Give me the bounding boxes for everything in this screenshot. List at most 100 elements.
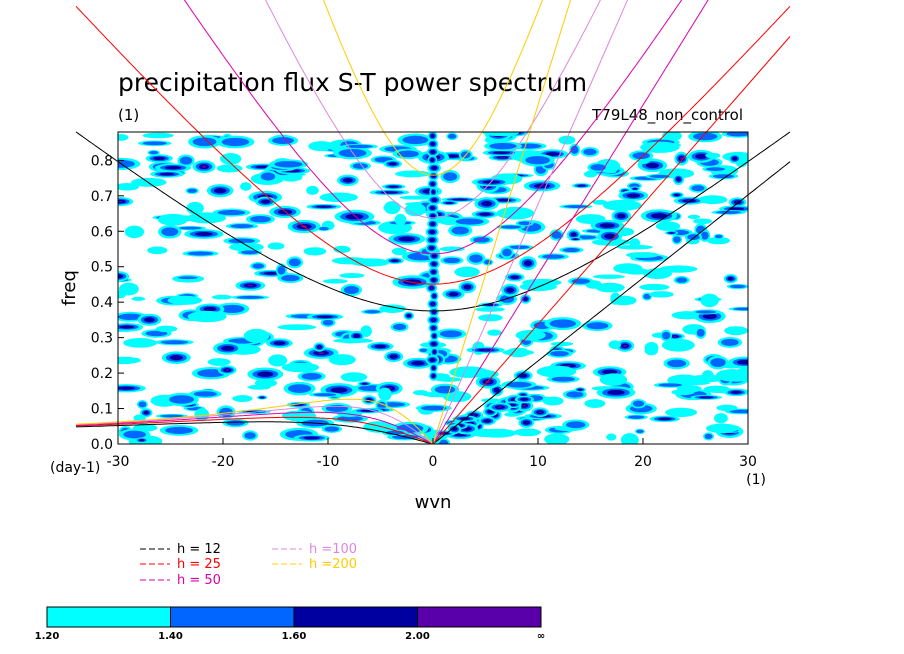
y-tick-label: 0.7 bbox=[91, 189, 113, 205]
field-blob bbox=[497, 406, 503, 409]
field-blob bbox=[687, 214, 701, 219]
x-tick-label: 30 bbox=[739, 454, 757, 470]
field-blob bbox=[430, 158, 435, 162]
field-blob bbox=[644, 341, 659, 354]
colorbar-swatch bbox=[417, 606, 542, 628]
field-blob bbox=[330, 387, 348, 393]
field-blob bbox=[388, 185, 399, 188]
field-blob bbox=[147, 246, 168, 255]
field-blob bbox=[232, 395, 253, 402]
gravity-curve bbox=[75, 131, 791, 312]
field-blob bbox=[161, 227, 179, 237]
field-blob bbox=[438, 439, 449, 444]
field-blob bbox=[704, 433, 713, 440]
subtitle-left: (1) bbox=[118, 106, 139, 124]
field-blob bbox=[570, 232, 577, 237]
field-blob bbox=[673, 193, 681, 197]
x-tick-label: 10 bbox=[529, 454, 547, 470]
field-blob bbox=[160, 414, 184, 418]
field-blob bbox=[219, 304, 245, 313]
field-blob bbox=[118, 183, 140, 191]
field-blob bbox=[257, 371, 274, 377]
field-blob bbox=[524, 260, 532, 267]
field-blob bbox=[649, 174, 670, 179]
field-blob bbox=[303, 247, 327, 256]
field-blob bbox=[430, 214, 436, 218]
field-blob bbox=[643, 293, 651, 300]
field-blob bbox=[124, 225, 145, 239]
field-blob bbox=[639, 283, 670, 291]
field-blob bbox=[342, 178, 353, 183]
gravity-curve bbox=[265, 0, 601, 219]
field-blob bbox=[346, 144, 373, 149]
field-blob bbox=[169, 395, 194, 404]
field-blob bbox=[143, 410, 150, 415]
field-blob bbox=[500, 225, 522, 229]
field-blob bbox=[522, 404, 526, 407]
field-blob bbox=[693, 218, 713, 225]
y-axis-label: freq bbox=[59, 270, 80, 306]
field-blob bbox=[388, 162, 397, 166]
field-blob bbox=[118, 200, 123, 203]
field-blob bbox=[267, 242, 285, 250]
field-blob bbox=[167, 295, 203, 305]
field-blob bbox=[429, 206, 436, 210]
field-blob bbox=[404, 203, 426, 217]
field-blob bbox=[149, 150, 159, 155]
field-blob bbox=[696, 328, 705, 337]
field-blob bbox=[729, 409, 748, 414]
field-blob bbox=[430, 142, 436, 146]
y-tick-label: 0.4 bbox=[91, 295, 113, 311]
field-blob bbox=[658, 417, 672, 421]
field-blob bbox=[260, 172, 276, 181]
field-blob bbox=[538, 411, 542, 414]
field-blob bbox=[626, 193, 641, 198]
field-blob bbox=[706, 236, 731, 245]
x-tick-label: -30 bbox=[107, 454, 130, 470]
field-blob bbox=[398, 236, 416, 242]
field-blob bbox=[118, 313, 143, 321]
field-blob bbox=[448, 292, 459, 297]
x-tick-label: -10 bbox=[317, 454, 340, 470]
field-blob bbox=[499, 156, 506, 159]
field-blob bbox=[319, 192, 358, 203]
rossby-curve bbox=[75, 421, 434, 445]
field-blob bbox=[586, 322, 609, 330]
field-blob bbox=[451, 198, 469, 201]
field-blob bbox=[525, 156, 550, 165]
field-blob bbox=[430, 182, 435, 186]
field-blob bbox=[316, 315, 334, 319]
field-blob bbox=[343, 285, 360, 295]
kelvin-curve bbox=[432, 0, 709, 445]
field-blob bbox=[620, 433, 639, 444]
field-blob bbox=[211, 294, 233, 300]
field-blob bbox=[566, 421, 586, 429]
field-blob bbox=[599, 223, 615, 228]
field-blob bbox=[361, 382, 368, 385]
field-blob bbox=[316, 205, 332, 208]
field-blob bbox=[515, 329, 546, 341]
field-blob bbox=[502, 248, 512, 257]
field-blob bbox=[728, 207, 745, 211]
legend-label: h =100 bbox=[309, 542, 357, 557]
field-blob bbox=[243, 328, 270, 343]
field-blob bbox=[592, 274, 626, 279]
field-blob bbox=[431, 166, 438, 170]
field-blob bbox=[665, 407, 698, 417]
field-blob bbox=[186, 201, 204, 215]
field-blob bbox=[703, 396, 710, 398]
field-blob bbox=[484, 259, 492, 265]
field-blob bbox=[706, 167, 725, 171]
y-tick-label: 0.1 bbox=[91, 402, 113, 418]
field-blob bbox=[317, 351, 325, 355]
field-blob bbox=[380, 191, 399, 194]
field-blob bbox=[542, 254, 565, 259]
field-blob bbox=[379, 304, 406, 313]
field-blob bbox=[592, 199, 608, 205]
field-blob bbox=[177, 276, 198, 280]
field-blob bbox=[691, 185, 705, 192]
field-blob bbox=[360, 325, 372, 337]
field-blob bbox=[558, 135, 576, 145]
field-blob bbox=[303, 436, 320, 440]
